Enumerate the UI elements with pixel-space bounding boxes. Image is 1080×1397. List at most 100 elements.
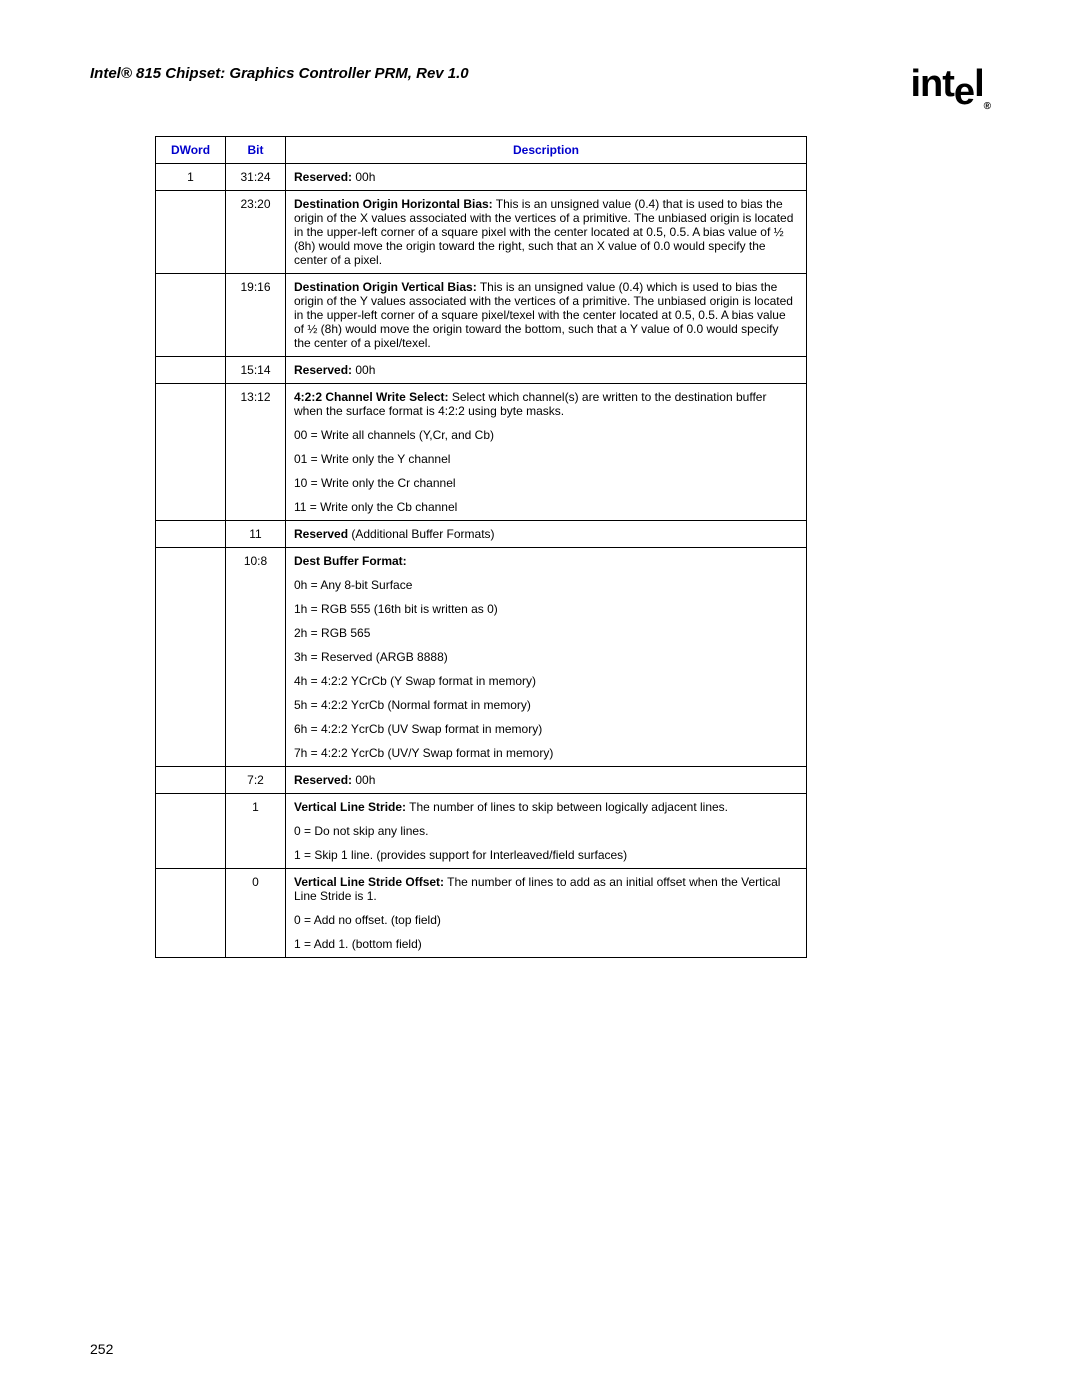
- desc-text: 4h = 4:2:2 YCrCb (Y Swap format in memor…: [294, 674, 536, 688]
- desc-paragraph: 00 = Write all channels (Y,Cr, and Cb): [294, 428, 798, 442]
- cell-bit: 10:8: [226, 547, 286, 766]
- desc-paragraph: Vertical Line Stride Offset: The number …: [294, 875, 798, 903]
- table-row: 15:14 Reserved: 00h: [156, 356, 807, 383]
- table-row: 1 Vertical Line Stride: The number of lin…: [156, 793, 807, 868]
- table-header-row: DWord Bit Description: [156, 136, 807, 163]
- desc-text: 2h = RGB 565: [294, 626, 370, 640]
- desc-text: 00 = Write all channels (Y,Cr, and Cb): [294, 428, 494, 442]
- cell-description: Dest Buffer Format: 0h = Any 8-bit Surfac…: [286, 547, 807, 766]
- desc-paragraph: 7h = 4:2:2 YcrCb (UV/Y Swap format in me…: [294, 746, 798, 760]
- desc-text: 0 = Add no offset. (top field): [294, 913, 441, 927]
- desc-paragraph: 0 = Add no offset. (top field): [294, 913, 798, 927]
- cell-bit: 31:24: [226, 163, 286, 190]
- cell-dword: [156, 868, 226, 957]
- cell-description: Destination Origin Vertical Bias: This i…: [286, 273, 807, 356]
- page-number: 252: [90, 1341, 113, 1357]
- col-header-dword: DWord: [156, 136, 226, 163]
- desc-paragraph: 10 = Write only the Cr channel: [294, 476, 798, 490]
- desc-text: 3h = Reserved (ARGB 8888): [294, 650, 448, 664]
- table-row: 23:20Destination Origin Horizontal Bias:…: [156, 190, 807, 273]
- desc-paragraph: 1h = RGB 555 (16th bit is written as 0): [294, 602, 798, 616]
- desc-text: 1 = Add 1. (bottom field): [294, 937, 422, 951]
- cell-bit: 19:16: [226, 273, 286, 356]
- desc-text: 01 = Write only the Y channel: [294, 452, 450, 466]
- cell-description: Reserved: 00h: [286, 163, 807, 190]
- desc-paragraph: 1 = Skip 1 line. (provides support for I…: [294, 848, 798, 862]
- cell-dword: 1: [156, 163, 226, 190]
- desc-bold: Reserved:: [294, 170, 352, 184]
- col-header-description: Description: [286, 136, 807, 163]
- desc-paragraph: 5h = 4:2:2 YcrCb (Normal format in memor…: [294, 698, 798, 712]
- desc-text: 5h = 4:2:2 YcrCb (Normal format in memor…: [294, 698, 531, 712]
- cell-description: Vertical Line Stride Offset: The number …: [286, 868, 807, 957]
- cell-description: Reserved: 00h: [286, 766, 807, 793]
- desc-paragraph: 1 = Add 1. (bottom field): [294, 937, 798, 951]
- desc-paragraph: 0h = Any 8-bit Surface: [294, 578, 798, 592]
- desc-paragraph: Reserved (Additional Buffer Formats): [294, 527, 798, 541]
- cell-bit: 11: [226, 520, 286, 547]
- desc-paragraph: Reserved: 00h: [294, 363, 798, 377]
- table-row: 7:2Reserved: 00h: [156, 766, 807, 793]
- desc-text: 0 = Do not skip any lines.: [294, 824, 428, 838]
- table-row: 11 Reserved (Additional Buffer Formats): [156, 520, 807, 547]
- cell-dword: [156, 190, 226, 273]
- desc-bold: Destination Origin Vertical Bias:: [294, 280, 477, 294]
- desc-text: 1 = Skip 1 line. (provides support for I…: [294, 848, 627, 862]
- desc-paragraph: 0 = Do not skip any lines.: [294, 824, 798, 838]
- desc-paragraph: Dest Buffer Format:: [294, 554, 798, 568]
- cell-dword: [156, 547, 226, 766]
- desc-text: 00h: [352, 363, 375, 377]
- cell-bit: 15:14: [226, 356, 286, 383]
- cell-description: Reserved (Additional Buffer Formats): [286, 520, 807, 547]
- table-row: 13:12 4:2:2 Channel Write Select: Select …: [156, 383, 807, 520]
- desc-paragraph: 01 = Write only the Y channel: [294, 452, 798, 466]
- desc-bold: Vertical Line Stride:: [294, 800, 406, 814]
- desc-text: (Additional Buffer Formats): [348, 527, 495, 541]
- register-table: DWord Bit Description 131:24Reserved: 00…: [155, 136, 807, 958]
- cell-description: Vertical Line Stride: The number of line…: [286, 793, 807, 868]
- page-header: Intel® 815 Chipset: Graphics Controller …: [90, 65, 990, 108]
- desc-bold: Reserved:: [294, 773, 352, 787]
- cell-description: 4:2:2 Channel Write Select: Select which…: [286, 383, 807, 520]
- cell-bit: 0: [226, 868, 286, 957]
- desc-paragraph: 4h = 4:2:2 YCrCb (Y Swap format in memor…: [294, 674, 798, 688]
- desc-bold: Vertical Line Stride Offset:: [294, 875, 444, 889]
- desc-bold: Reserved: [294, 527, 348, 541]
- cell-dword: [156, 520, 226, 547]
- desc-paragraph: 11 = Write only the Cb channel: [294, 500, 798, 514]
- cell-dword: [156, 356, 226, 383]
- table-row: 0 Vertical Line Stride Offset: The number…: [156, 868, 807, 957]
- cell-description: Reserved: 00h: [286, 356, 807, 383]
- desc-text: The number of lines to skip between logi…: [406, 800, 728, 814]
- desc-text: 0h = Any 8-bit Surface: [294, 578, 412, 592]
- table-row: 19:16Destination Origin Vertical Bias: T…: [156, 273, 807, 356]
- col-header-bit: Bit: [226, 136, 286, 163]
- cell-bit: 23:20: [226, 190, 286, 273]
- cell-dword: [156, 383, 226, 520]
- desc-text: 1h = RGB 555 (16th bit is written as 0): [294, 602, 498, 616]
- desc-bold: Reserved:: [294, 363, 352, 377]
- desc-paragraph: 4:2:2 Channel Write Select: Select which…: [294, 390, 798, 418]
- desc-paragraph: Reserved: 00h: [294, 170, 798, 184]
- desc-text: 10 = Write only the Cr channel: [294, 476, 456, 490]
- intel-logo: intel®: [910, 65, 990, 108]
- desc-text: 7h = 4:2:2 YcrCb (UV/Y Swap format in me…: [294, 746, 553, 760]
- desc-text: 00h: [352, 170, 375, 184]
- cell-bit: 7:2: [226, 766, 286, 793]
- desc-paragraph: 2h = RGB 565: [294, 626, 798, 640]
- desc-paragraph: Destination Origin Vertical Bias: This i…: [294, 280, 798, 350]
- cell-dword: [156, 766, 226, 793]
- cell-dword: [156, 793, 226, 868]
- table-row: 131:24 Reserved: 00h: [156, 163, 807, 190]
- table-row: 10:8 Dest Buffer Format: 0h = Any 8-bit Su…: [156, 547, 807, 766]
- cell-bit: 1: [226, 793, 286, 868]
- desc-bold: Destination Origin Horizontal Bias:: [294, 197, 493, 211]
- desc-text: 11 = Write only the Cb channel: [294, 500, 457, 514]
- desc-paragraph: 6h = 4:2:2 YcrCb (UV Swap format in memo…: [294, 722, 798, 736]
- cell-bit: 13:12: [226, 383, 286, 520]
- desc-text: 6h = 4:2:2 YcrCb (UV Swap format in memo…: [294, 722, 542, 736]
- desc-bold: Dest Buffer Format:: [294, 554, 407, 568]
- desc-paragraph: Vertical Line Stride: The number of line…: [294, 800, 798, 814]
- cell-dword: [156, 273, 226, 356]
- desc-paragraph: Destination Origin Horizontal Bias: This…: [294, 197, 798, 267]
